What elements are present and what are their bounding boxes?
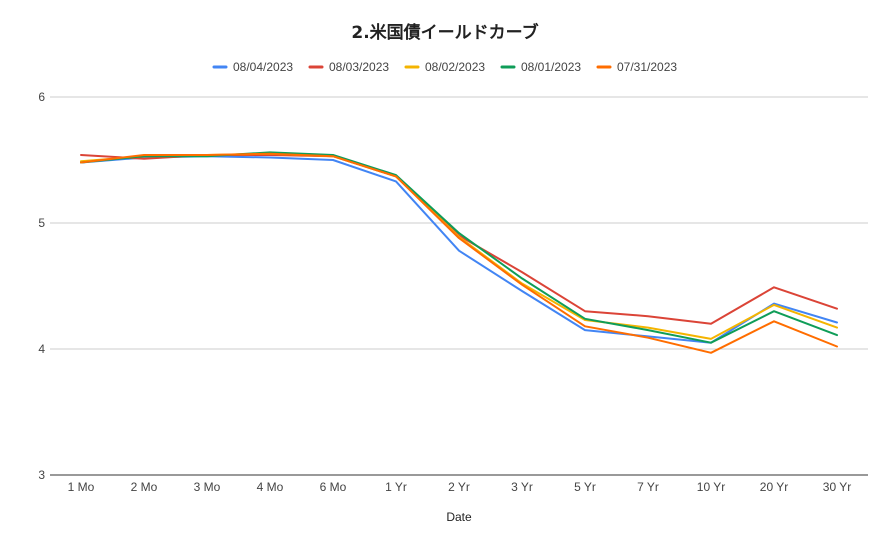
chart-title: 2.米国債イールドカーブ [351, 22, 538, 43]
x-tick-label: 20 Yr [760, 480, 788, 494]
legend-label: 08/04/2023 [233, 60, 293, 74]
x-tick-label: 3 Mo [194, 480, 221, 494]
x-tick-label: 4 Mo [257, 480, 284, 494]
y-tick-label: 4 [38, 342, 45, 356]
chart-legend: 08/04/2023 08/03/2023 08/02/2023 08/01/2023… [212, 60, 677, 74]
chart-series [80, 151, 838, 354]
x-tick-label: 1 Yr [385, 480, 407, 494]
x-tick-label: 10 Yr [697, 480, 725, 494]
x-axis: 1 Mo 2 Mo 3 Mo 4 Mo 6 Mo 1 Yr 2 Yr 3 Yr 5 Yr 7 Yr… [68, 480, 852, 494]
legend-label: 08/02/2023 [425, 60, 485, 74]
x-tick-label: 2 Mo [131, 480, 158, 494]
x-tick-label: 30 Yr [823, 480, 851, 494]
x-tick-label: 3 Yr [511, 480, 533, 494]
y-tick-label: 3 [38, 468, 45, 482]
legend-label: 08/03/2023 [329, 60, 389, 74]
x-axis-title: Date [446, 510, 472, 524]
series-line-0 [80, 155, 838, 344]
x-tick-label: 1 Mo [68, 480, 95, 494]
x-tick-label: 2 Yr [448, 480, 470, 494]
x-tick-label: 5 Yr [574, 480, 596, 494]
series-line-4 [80, 152, 838, 354]
series-line-1 [80, 154, 838, 325]
series-line-2 [80, 152, 838, 340]
legend-label: 07/31/2023 [617, 60, 677, 74]
y-axis: 3 4 5 6 [38, 90, 45, 482]
y-tick-label: 6 [38, 90, 45, 104]
x-tick-label: 6 Mo [320, 480, 347, 494]
y-tick-label: 5 [38, 216, 45, 230]
chart-gridlines [50, 96, 868, 476]
legend-label: 08/01/2023 [521, 60, 581, 74]
x-tick-label: 7 Yr [637, 480, 659, 494]
series-line-3 [80, 151, 838, 344]
